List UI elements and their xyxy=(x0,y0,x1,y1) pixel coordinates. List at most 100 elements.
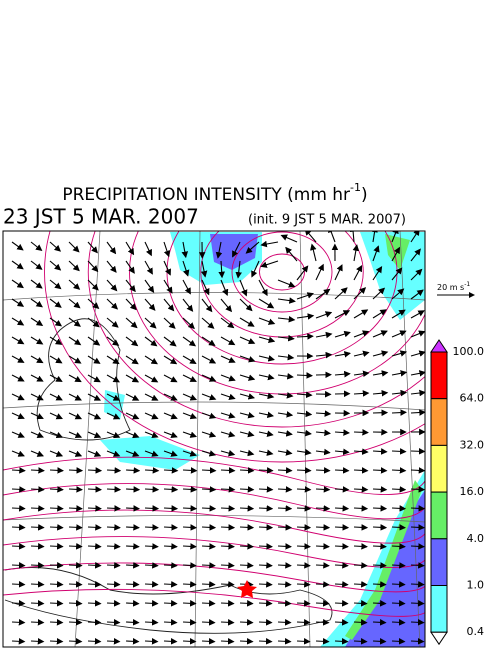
wind-arrow xyxy=(49,393,63,401)
wind-arrow xyxy=(353,390,370,397)
wind-arrow xyxy=(182,450,197,457)
wind-arrow xyxy=(277,638,292,645)
wind-arrow xyxy=(315,331,333,339)
wind-arrow xyxy=(49,543,64,550)
wind-arrow xyxy=(277,279,296,288)
wind-arrow xyxy=(296,467,312,474)
wind-arrow xyxy=(11,279,24,289)
wind-arrow xyxy=(258,336,276,343)
wind-arrow xyxy=(49,600,64,607)
wind-arrow xyxy=(87,467,103,474)
wind-arrow xyxy=(215,241,223,259)
wind-arrow xyxy=(353,562,368,569)
wind-arrow xyxy=(391,543,406,550)
wind-arrow xyxy=(125,279,136,293)
wind-arrow xyxy=(391,246,401,262)
wind-arrow xyxy=(220,524,236,531)
contour xyxy=(44,231,425,463)
wind-arrow xyxy=(410,409,425,416)
wind-arrow xyxy=(353,600,368,607)
wind-arrow xyxy=(163,336,177,347)
wind-arrow xyxy=(334,448,350,456)
wind-arrow xyxy=(372,638,387,645)
wind-arrow xyxy=(30,467,45,474)
wind-arrow xyxy=(258,524,274,531)
wind-arrow xyxy=(144,298,156,311)
wind-arrow xyxy=(144,412,159,420)
wind-arrow xyxy=(144,600,159,607)
wind-arrow xyxy=(11,298,25,307)
wind-arrow xyxy=(30,524,45,531)
wind-arrow xyxy=(260,240,279,248)
wind-arrow xyxy=(410,370,425,377)
wind-arrow xyxy=(220,581,235,588)
wind-arrow xyxy=(182,393,198,401)
wind-arrow xyxy=(258,449,274,456)
wind-arrow xyxy=(49,260,62,271)
wind-arrow xyxy=(258,373,275,381)
wind-arrow xyxy=(68,524,83,531)
wind-arrow xyxy=(125,241,135,256)
wind-arrow xyxy=(277,543,292,550)
wind-arrow xyxy=(68,412,83,420)
colorbar-segment xyxy=(430,444,448,493)
wind-arrow xyxy=(334,310,351,319)
wind-arrow xyxy=(334,543,349,550)
wind-arrow xyxy=(201,450,217,457)
coastline xyxy=(4,318,333,634)
colorbar-segment xyxy=(430,351,448,400)
wind-arrow xyxy=(163,486,179,493)
wind-arrow xyxy=(182,467,198,474)
wind-arrow xyxy=(30,374,44,382)
wind-arrow xyxy=(144,241,152,257)
wind-arrow xyxy=(391,330,407,338)
wind-arrow xyxy=(87,450,102,457)
wind-arrow xyxy=(87,562,102,569)
wind-arrow xyxy=(353,467,369,474)
wind-arrow xyxy=(87,374,101,383)
wind-arrow xyxy=(106,581,121,588)
wind-arrow xyxy=(201,393,217,401)
wind-arrow xyxy=(106,467,122,474)
wind-arrow xyxy=(163,317,176,329)
wind-arrow xyxy=(391,448,407,455)
wind-arrow xyxy=(11,505,26,512)
wind-arrow xyxy=(372,266,383,281)
wind-arrow xyxy=(30,431,44,438)
wind-arrow xyxy=(144,260,153,275)
wind-arrow xyxy=(220,600,235,607)
contour xyxy=(3,588,425,617)
wind-arrow xyxy=(372,370,389,377)
wind-arrow xyxy=(296,265,309,281)
wind-arrow xyxy=(68,279,81,290)
wind-arrow xyxy=(68,317,81,327)
wind-arrow xyxy=(106,279,118,292)
wind-arrow xyxy=(220,431,236,438)
wind-arrow xyxy=(245,241,260,254)
longitude-lines xyxy=(74,231,421,647)
wind-arrow xyxy=(87,619,102,626)
wind-arrow xyxy=(182,543,197,550)
wind-arrow xyxy=(49,431,64,439)
wind-arrow xyxy=(220,638,235,645)
wind-arrow xyxy=(296,333,314,340)
wind-arrow xyxy=(220,543,235,550)
wind-arrow xyxy=(296,372,313,379)
wind-arrow xyxy=(220,298,233,313)
wind-arrow xyxy=(125,374,140,383)
contour xyxy=(3,509,425,544)
wind-arrow xyxy=(258,543,273,550)
wind-arrow xyxy=(258,619,273,626)
wind-arrow xyxy=(144,619,159,626)
wind-arrow xyxy=(163,600,178,607)
wind-arrow xyxy=(391,467,407,474)
wind-arrow xyxy=(144,638,159,645)
wind-arrow xyxy=(163,412,178,420)
wind-arrow xyxy=(277,562,292,569)
wind-arrow xyxy=(239,486,255,493)
wind-arrow xyxy=(49,298,62,308)
wind-arrow xyxy=(239,524,255,531)
wind-arrow xyxy=(125,450,140,457)
wind-arrow xyxy=(106,393,121,401)
wind-arrow xyxy=(280,234,298,243)
